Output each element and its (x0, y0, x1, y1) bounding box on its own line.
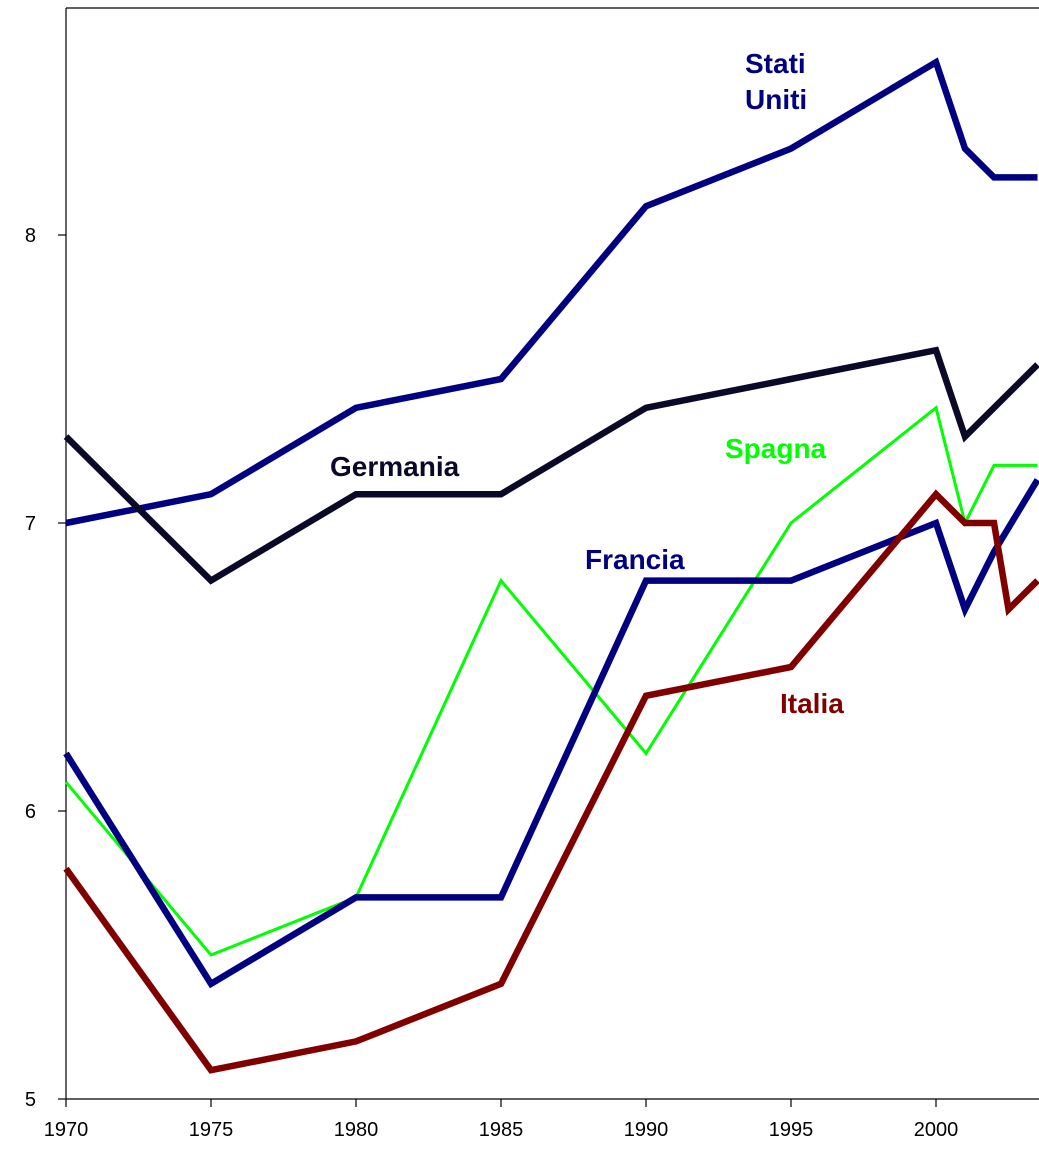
series-line-germania (63, 346, 1039, 585)
series-labels: Stati Uniti Germania Spagna Francia Italia (330, 48, 844, 719)
series-label-italia: Italia (780, 688, 844, 719)
series-line-spagna (64, 405, 1038, 957)
x-tick-label: 2000 (914, 1119, 959, 1141)
x-tick-label: 1995 (769, 1119, 814, 1141)
x-tick-label: 1975 (189, 1119, 234, 1141)
series-label-germania: Germania (330, 451, 460, 482)
series-line-italia (63, 489, 1039, 1074)
series-label-stati-uniti: Stati (745, 48, 806, 79)
series-line-stati-uniti (65, 57, 1038, 527)
y-tick-label: 8 (25, 225, 36, 247)
x-tick-label: 1985 (479, 1119, 524, 1141)
series-label-spagna: Spagna (725, 433, 827, 464)
y-tick-label: 5 (25, 1089, 36, 1111)
series-label-stati-uniti: Uniti (745, 84, 807, 115)
x-tick-label: 1980 (334, 1119, 379, 1141)
series-label-francia: Francia (585, 544, 685, 575)
axes: 5 6 7 8 1970 1975 1980 1985 1990 1995 2000 (25, 7, 1039, 1141)
series-line-francia (63, 478, 1039, 989)
series-layer (63, 57, 1039, 1074)
y-tick-label: 7 (25, 513, 36, 535)
x-tick-label: 1990 (624, 1119, 669, 1141)
x-tick-label: 1970 (44, 1119, 89, 1141)
y-tick-label: 6 (25, 801, 36, 823)
